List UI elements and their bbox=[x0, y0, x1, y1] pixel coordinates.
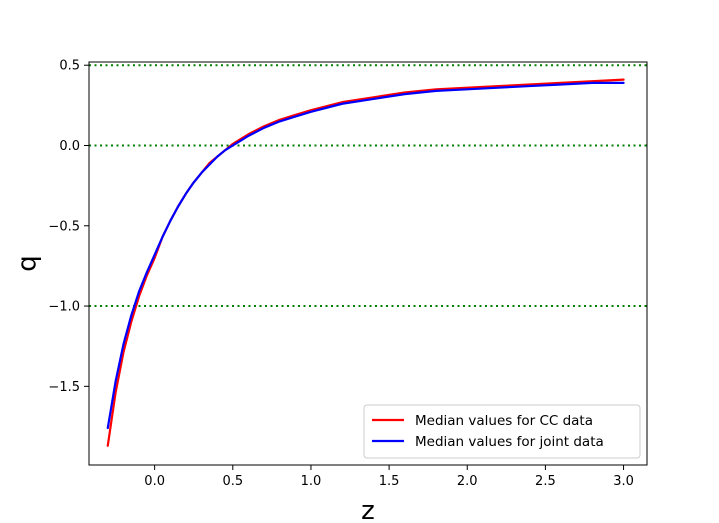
y-tick-label-2: −0.5 bbox=[48, 219, 80, 234]
x-axis-ticks: 0.0 0.5 1.0 1.5 2.0 2.5 3.0 bbox=[144, 465, 634, 489]
legend-entry-0: Median values for CC data bbox=[415, 413, 593, 429]
series-layer bbox=[106, 78, 625, 447]
plot-frame bbox=[88, 61, 648, 466]
y-tick-label-1: 0.0 bbox=[59, 139, 80, 154]
x-tick-label-5: 2.5 bbox=[535, 474, 556, 489]
legend: Median values for CC data Median values f… bbox=[363, 404, 641, 459]
y-axis-label: q bbox=[13, 255, 43, 272]
series-line-0 bbox=[106, 78, 625, 447]
x-tick-label-0: 0.0 bbox=[144, 474, 165, 489]
legend-entry-1: Median values for joint data bbox=[415, 434, 604, 450]
y-tick-label-4: −1.5 bbox=[48, 380, 80, 395]
y-tick-label-3: −1.0 bbox=[48, 300, 80, 315]
y-tick-label-0: 0.5 bbox=[59, 59, 80, 74]
x-tick-label-4: 2.0 bbox=[457, 474, 478, 489]
x-tick-label-6: 3.0 bbox=[613, 474, 634, 489]
x-axis-label: z bbox=[361, 496, 375, 523]
x-tick-label-1: 0.5 bbox=[222, 474, 243, 489]
y-axis-ticks: 0.5 0.0 −0.5 −1.0 −1.5 bbox=[48, 59, 89, 395]
x-tick-label-2: 1.0 bbox=[301, 474, 322, 489]
legend-box bbox=[363, 404, 641, 459]
x-tick-label-3: 1.5 bbox=[379, 474, 400, 489]
series-line-1 bbox=[106, 81, 625, 430]
